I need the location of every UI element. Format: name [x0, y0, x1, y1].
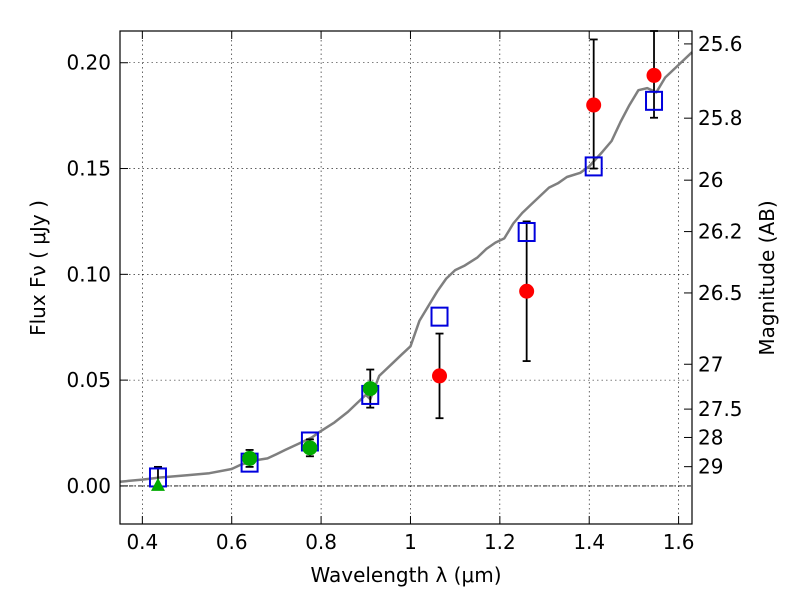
y-tick-labels: 0.00 0.05 0.10 0.15 0.20: [66, 51, 111, 498]
y-tick-label: 0.15: [66, 157, 111, 181]
model-sed-line-group: [119, 51, 693, 483]
mag-tick-label: 29: [698, 455, 723, 479]
x-tick-label: 1: [404, 530, 417, 554]
plot-frame: [119, 30, 693, 525]
observed-points: [150, 67, 662, 491]
magnitude-tick-labels: 25.6 25.8 26 26.2 26.5 27 27.5 28 29: [698, 32, 743, 479]
x-tick-label: 1.6: [663, 530, 695, 554]
model-square: [584, 156, 603, 177]
observed-green-point: [242, 450, 258, 466]
ticks: [120, 31, 692, 524]
model-sed-line: [119, 51, 693, 483]
x-tick-label: 1.2: [484, 530, 516, 554]
mag-tick-label: 27: [698, 352, 723, 376]
mag-tick-label: 25.8: [698, 106, 743, 130]
model-square: [645, 90, 664, 111]
y-tick-label: 0.05: [66, 368, 111, 392]
x-axis-title: Wavelength λ (μm): [310, 563, 501, 587]
x-tick-label: 1.4: [573, 530, 605, 554]
model-square: [517, 222, 536, 243]
x-tick-labels: 0.4 0.6 0.8 1 1.2 1.4 1.6: [126, 530, 694, 554]
model-photometry-squares: [148, 90, 664, 488]
y-tick-label: 0.20: [66, 51, 111, 75]
mag-tick-label: 27.5: [698, 397, 743, 421]
observed-red-point: [646, 67, 662, 83]
model-square: [430, 306, 449, 327]
error-bars: [153, 30, 659, 486]
y-tick-label: 0.10: [66, 262, 111, 286]
x-tick-label: 0.4: [126, 530, 158, 554]
x-tick-label: 0.6: [216, 530, 248, 554]
mag-tick-label: 26.2: [698, 220, 743, 244]
mag-tick-label: 28: [698, 425, 723, 449]
y-axis-title: Flux Fν ( μJy ): [26, 200, 50, 336]
observed-red-point: [586, 97, 602, 113]
upper-limit-triangle: [150, 477, 165, 491]
grid: [120, 31, 692, 524]
y-tick-label: 0.00: [66, 474, 111, 498]
x-tick-label: 0.8: [305, 530, 337, 554]
mag-tick-label: 25.6: [698, 32, 743, 56]
observed-red-point: [519, 283, 535, 299]
y2-axis-title: Magnitude (AB): [755, 200, 779, 355]
mag-tick-label: 26.5: [698, 281, 743, 305]
observed-green-point: [302, 440, 318, 456]
observed-green-point: [362, 381, 378, 397]
observed-red-point: [432, 368, 448, 384]
mag-tick-label: 26: [698, 168, 723, 192]
